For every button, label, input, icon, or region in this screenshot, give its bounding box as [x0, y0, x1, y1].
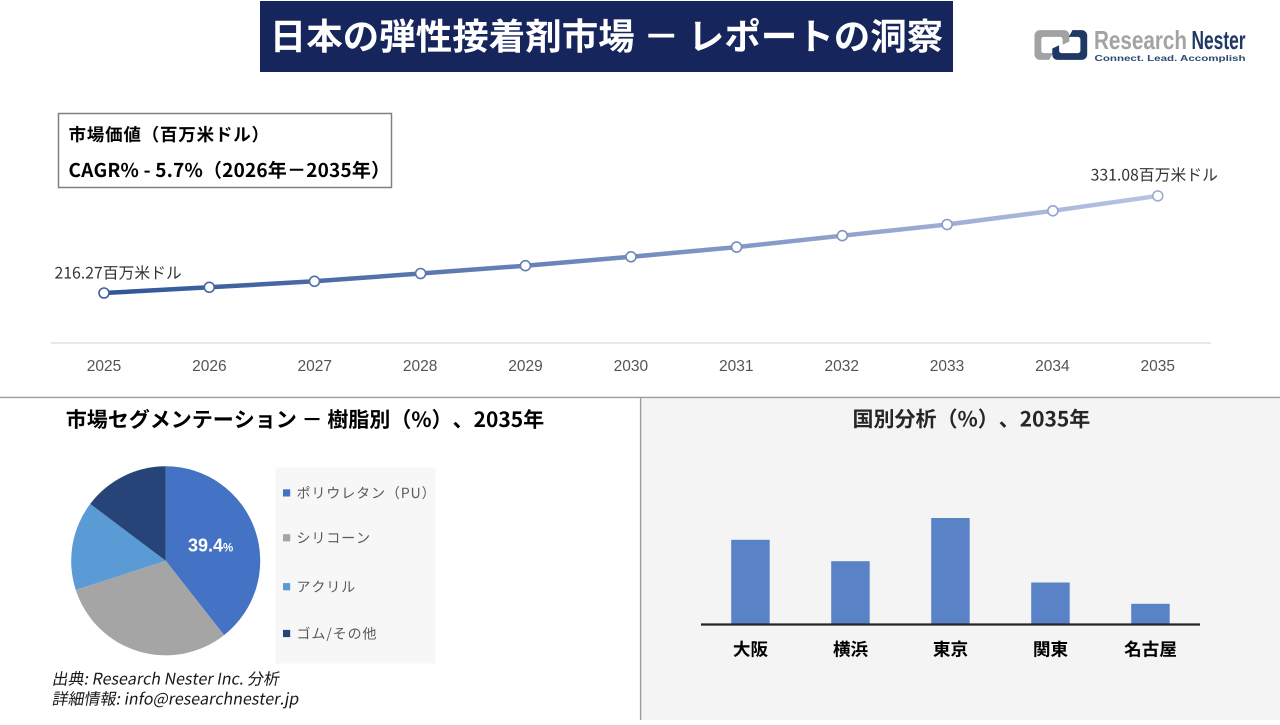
- svg-text:2031: 2031: [719, 358, 753, 375]
- svg-text:2027: 2027: [298, 358, 332, 375]
- svg-text:Research: Research: [1094, 25, 1187, 55]
- svg-text:2026: 2026: [192, 358, 226, 375]
- svg-text:39.4%: 39.4%: [188, 536, 233, 556]
- svg-text:Connect. Lead. Accomplish: Connect. Lead. Accomplish: [1095, 54, 1246, 63]
- svg-text:2025: 2025: [87, 358, 121, 375]
- svg-text:2030: 2030: [614, 358, 649, 375]
- svg-text:Nester: Nester: [1192, 25, 1246, 55]
- svg-text:2034: 2034: [1035, 358, 1070, 375]
- svg-text:2032: 2032: [824, 358, 858, 375]
- svg-text:2029: 2029: [508, 358, 542, 375]
- svg-text:2028: 2028: [403, 358, 437, 375]
- svg-text:2033: 2033: [930, 358, 964, 375]
- svg-text:2035: 2035: [1141, 358, 1175, 375]
